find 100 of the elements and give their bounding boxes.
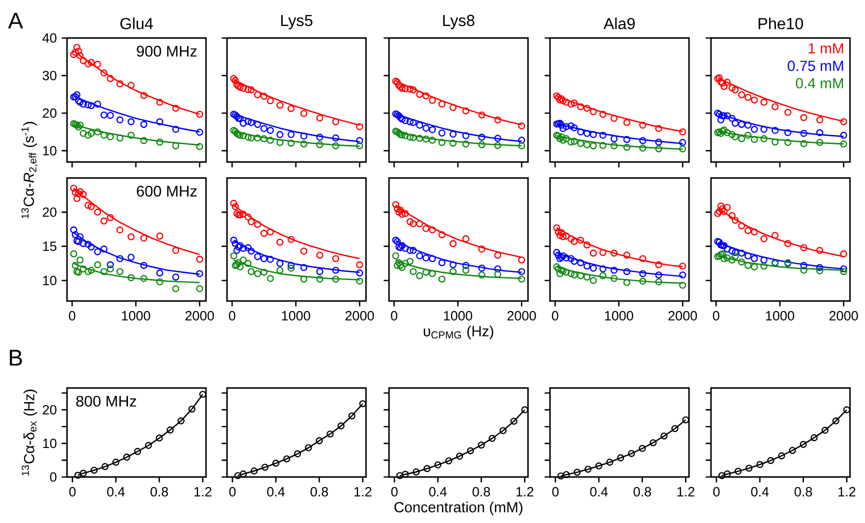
point bbox=[244, 260, 252, 267]
point bbox=[172, 104, 180, 112]
point bbox=[445, 457, 452, 464]
point bbox=[590, 250, 597, 257]
x-tick-label: 0.4 bbox=[267, 487, 285, 496]
point bbox=[240, 470, 247, 478]
point bbox=[84, 240, 92, 248]
point bbox=[784, 138, 792, 146]
point bbox=[744, 262, 752, 269]
point bbox=[244, 134, 252, 141]
x-tick-label: 0 bbox=[713, 487, 720, 496]
x-tick-label: 0.8 bbox=[634, 487, 651, 496]
point bbox=[423, 465, 431, 472]
point bbox=[140, 92, 148, 100]
point bbox=[116, 134, 124, 142]
point bbox=[123, 454, 130, 461]
x-tick-label: 0 bbox=[228, 311, 236, 320]
point bbox=[738, 120, 746, 128]
point bbox=[332, 142, 340, 150]
point bbox=[617, 454, 624, 462]
point bbox=[570, 238, 578, 246]
point bbox=[577, 236, 584, 244]
x-tick-label: 1.2 bbox=[838, 487, 856, 496]
point bbox=[450, 140, 457, 147]
point bbox=[728, 212, 736, 220]
point bbox=[410, 119, 417, 126]
point bbox=[840, 250, 848, 258]
point bbox=[450, 240, 457, 248]
point bbox=[488, 434, 496, 442]
point bbox=[236, 211, 244, 218]
point bbox=[450, 261, 457, 268]
point bbox=[80, 265, 87, 272]
point bbox=[800, 244, 808, 252]
point bbox=[172, 285, 180, 292]
point bbox=[718, 80, 726, 87]
point bbox=[599, 248, 606, 256]
point bbox=[494, 134, 502, 142]
point bbox=[84, 60, 92, 68]
point bbox=[76, 233, 84, 240]
point bbox=[568, 235, 575, 242]
point bbox=[128, 132, 135, 139]
point bbox=[577, 140, 584, 148]
point bbox=[240, 210, 247, 218]
point bbox=[438, 100, 446, 108]
point bbox=[156, 98, 164, 106]
point bbox=[450, 268, 457, 276]
point bbox=[230, 252, 238, 260]
point bbox=[760, 262, 768, 270]
y-tick-label: 10 bbox=[43, 146, 56, 156]
point bbox=[106, 75, 114, 82]
annotation: 900 MHz bbox=[136, 46, 197, 57]
text: B bbox=[10, 350, 22, 366]
point bbox=[745, 464, 753, 472]
y-tick-label: 15 bbox=[43, 242, 56, 251]
point bbox=[428, 255, 436, 262]
x-tick-label: 1000 bbox=[282, 311, 310, 320]
point bbox=[406, 218, 414, 226]
point bbox=[800, 114, 808, 122]
point bbox=[416, 272, 424, 280]
point bbox=[466, 447, 474, 454]
point bbox=[266, 256, 274, 263]
point bbox=[462, 132, 470, 140]
point bbox=[456, 452, 464, 460]
x-tick-label: 1.2 bbox=[354, 487, 372, 496]
point bbox=[244, 118, 252, 125]
point bbox=[116, 116, 124, 124]
point bbox=[556, 255, 564, 262]
point bbox=[84, 202, 92, 209]
point bbox=[288, 262, 295, 269]
point bbox=[728, 84, 736, 92]
point bbox=[724, 246, 731, 253]
point bbox=[717, 202, 724, 210]
point bbox=[428, 126, 436, 134]
point bbox=[73, 91, 80, 98]
point bbox=[166, 426, 174, 434]
point bbox=[562, 98, 570, 106]
x-tick-label: 0 bbox=[552, 311, 558, 320]
point bbox=[402, 260, 409, 267]
chart-title: Lys8 bbox=[443, 14, 474, 30]
point bbox=[422, 124, 430, 132]
point bbox=[316, 134, 324, 141]
point bbox=[416, 122, 424, 129]
point bbox=[494, 265, 502, 272]
point bbox=[100, 69, 108, 76]
point bbox=[232, 240, 239, 248]
point bbox=[494, 116, 502, 124]
x-tick-label: 1000 bbox=[444, 311, 472, 320]
point bbox=[800, 262, 808, 269]
point bbox=[230, 200, 238, 207]
point bbox=[772, 126, 779, 134]
point bbox=[800, 130, 808, 137]
point bbox=[599, 265, 606, 272]
point bbox=[772, 138, 779, 146]
point bbox=[590, 108, 597, 116]
point bbox=[738, 91, 746, 98]
point bbox=[577, 259, 584, 266]
point bbox=[276, 138, 284, 146]
point bbox=[584, 466, 592, 473]
point bbox=[248, 268, 255, 276]
point bbox=[266, 97, 274, 104]
